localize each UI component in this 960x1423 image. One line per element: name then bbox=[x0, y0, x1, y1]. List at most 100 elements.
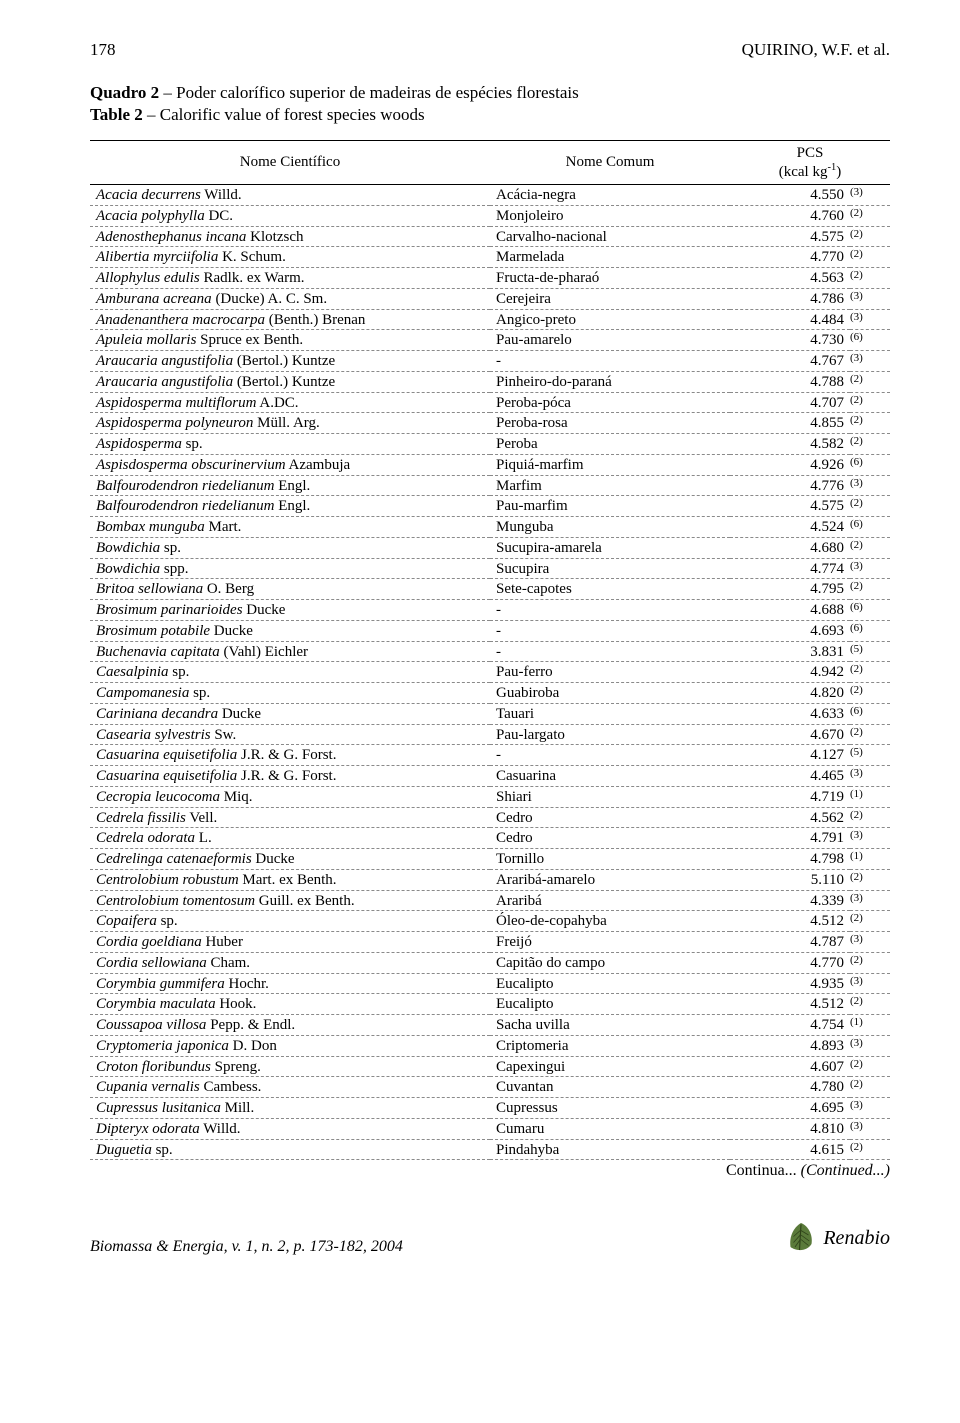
scientific-italic: Casearia sylvestris bbox=[96, 727, 211, 743]
cell-ref: (3) bbox=[850, 766, 890, 787]
cell-pcs: 4.339 bbox=[730, 890, 850, 911]
cell-pcs: 4.780 bbox=[730, 1077, 850, 1098]
cell-scientific: Brosimum potabile Ducke bbox=[90, 620, 490, 641]
scientific-authority: Hochr. bbox=[225, 976, 269, 992]
scientific-italic: Cedrela fissilis bbox=[96, 810, 186, 826]
cell-scientific: Casuarina equisetifolia J.R. & G. Forst. bbox=[90, 745, 490, 766]
page-header: 178 QUIRINO, W.F. et al. bbox=[90, 40, 890, 60]
cell-pcs: 4.582 bbox=[730, 434, 850, 455]
table-row: Centrolobium robustum Mart. ex Benth.Ara… bbox=[90, 869, 890, 890]
scientific-authority: Mart. ex Benth. bbox=[239, 872, 337, 888]
scientific-italic: Casuarina equisetifolia bbox=[96, 768, 237, 784]
cell-pcs: 4.670 bbox=[730, 724, 850, 745]
scientific-italic: Croton floribundus bbox=[96, 1059, 211, 1075]
cell-common: Eucalipto bbox=[490, 994, 730, 1015]
cell-common: Tornillo bbox=[490, 849, 730, 870]
cell-pcs: 4.563 bbox=[730, 268, 850, 289]
pcs-line2-pre: (kcal kg bbox=[779, 164, 828, 180]
page-number: 178 bbox=[90, 40, 116, 60]
table-row: Bombax munguba Mart.Munguba4.524(6) bbox=[90, 517, 890, 538]
cell-pcs: 4.791 bbox=[730, 828, 850, 849]
scientific-italic: Corymbia maculata bbox=[96, 996, 216, 1012]
table-row: Cariniana decandra DuckeTauari4.633(6) bbox=[90, 703, 890, 724]
cell-pcs: 4.770 bbox=[730, 952, 850, 973]
scientific-authority: Ducke bbox=[218, 706, 261, 722]
cell-pcs: 4.786 bbox=[730, 288, 850, 309]
cell-ref: (6) bbox=[850, 600, 890, 621]
cell-common: Sucupira bbox=[490, 558, 730, 579]
cell-scientific: Cordia sellowiana Cham. bbox=[90, 952, 490, 973]
cell-common: Araribá bbox=[490, 890, 730, 911]
cell-common: Cumaru bbox=[490, 1118, 730, 1139]
table-row: Brosimum potabile Ducke-4.693(6) bbox=[90, 620, 890, 641]
cell-pcs: 4.795 bbox=[730, 579, 850, 600]
scientific-italic: Cedrelinga catenaeformis bbox=[96, 851, 252, 867]
table-row: Centrolobium tomentosum Guill. ex Benth.… bbox=[90, 890, 890, 911]
cell-scientific: Caesalpinia sp. bbox=[90, 662, 490, 683]
cell-scientific: Cupressus lusitanica Mill. bbox=[90, 1098, 490, 1119]
scientific-authority: DC. bbox=[205, 208, 233, 224]
cell-ref: (2) bbox=[850, 662, 890, 683]
cell-ref: (6) bbox=[850, 620, 890, 641]
table-row: Cedrela fissilis Vell.Cedro4.562(2) bbox=[90, 807, 890, 828]
cell-scientific: Britoa sellowiana O. Berg bbox=[90, 579, 490, 600]
scientific-italic: Apuleia mollaris bbox=[96, 332, 196, 348]
scientific-authority: D. Don bbox=[229, 1038, 277, 1054]
cell-pcs: 4.512 bbox=[730, 994, 850, 1015]
scientific-italic: Campomanesia bbox=[96, 685, 189, 701]
cell-ref: (3) bbox=[850, 558, 890, 579]
scientific-authority: Vell. bbox=[186, 810, 217, 826]
cell-common: - bbox=[490, 351, 730, 372]
scientific-authority: Mill. bbox=[221, 1100, 254, 1116]
cell-common: Acácia-negra bbox=[490, 185, 730, 206]
cell-pcs: 4.465 bbox=[730, 766, 850, 787]
scientific-italic: Araucaria angustifolia bbox=[96, 353, 233, 369]
cell-ref: (6) bbox=[850, 517, 890, 538]
cell-common: Angico-preto bbox=[490, 309, 730, 330]
scientific-italic: Caesalpinia bbox=[96, 664, 169, 680]
cell-scientific: Cryptomeria japonica D. Don bbox=[90, 1035, 490, 1056]
table-row: Acacia polyphylla DC.Monjoleiro4.760(2) bbox=[90, 205, 890, 226]
table-row: Croton floribundus Spreng.Capexingui4.60… bbox=[90, 1056, 890, 1077]
cell-common: Marfim bbox=[490, 475, 730, 496]
scientific-italic: Aspidosperma bbox=[96, 436, 182, 452]
scientific-authority: Miq. bbox=[220, 789, 253, 805]
cell-pcs: 4.693 bbox=[730, 620, 850, 641]
cell-ref: (3) bbox=[850, 351, 890, 372]
table-row: Cordia goeldiana HuberFreijó4.787(3) bbox=[90, 932, 890, 953]
cell-common: Sucupira-amarela bbox=[490, 537, 730, 558]
pcs-line1: PCS bbox=[797, 145, 824, 161]
table-row: Allophylus edulis Radlk. ex Warm.Fructa-… bbox=[90, 268, 890, 289]
cell-scientific: Cordia goeldiana Huber bbox=[90, 932, 490, 953]
scientific-italic: Duguetia bbox=[96, 1142, 152, 1158]
cell-common: Óleo-de-copahyba bbox=[490, 911, 730, 932]
cell-common: Peroba-póca bbox=[490, 392, 730, 413]
cell-common: - bbox=[490, 620, 730, 641]
cell-ref: (2) bbox=[850, 911, 890, 932]
table-row: Bowdichia sp.Sucupira-amarela4.680(2) bbox=[90, 537, 890, 558]
cell-common: Criptomeria bbox=[490, 1035, 730, 1056]
table-header-row: Nome Científico Nome Comum PCS (kcal kg-… bbox=[90, 141, 890, 185]
cell-pcs: 4.798 bbox=[730, 849, 850, 870]
table-row: Araucaria angustifolia (Bertol.) KuntzeP… bbox=[90, 371, 890, 392]
scientific-authority: L. bbox=[195, 830, 212, 846]
cell-pcs: 4.550 bbox=[730, 185, 850, 206]
scientific-italic: Araucaria angustifolia bbox=[96, 374, 233, 390]
scientific-italic: Bombax munguba bbox=[96, 519, 205, 535]
cell-pcs: 4.633 bbox=[730, 703, 850, 724]
scientific-italic: Brosimum parinarioides bbox=[96, 602, 243, 618]
cell-ref: (3) bbox=[850, 1118, 890, 1139]
cell-common: Sete-capotes bbox=[490, 579, 730, 600]
cell-scientific: Aspidosperma sp. bbox=[90, 434, 490, 455]
cell-common: Freijó bbox=[490, 932, 730, 953]
scientific-italic: Corymbia gummifera bbox=[96, 976, 225, 992]
table-row: Brosimum parinarioides Ducke-4.688(6) bbox=[90, 600, 890, 621]
cell-ref: (3) bbox=[850, 309, 890, 330]
scientific-authority: Ducke bbox=[243, 602, 286, 618]
table-row: Casuarina equisetifolia J.R. & G. Forst.… bbox=[90, 766, 890, 787]
table-row: Copaifera sp.Óleo-de-copahyba4.512(2) bbox=[90, 911, 890, 932]
scientific-authority: Pepp. & Endl. bbox=[206, 1017, 295, 1033]
cell-common: Fructa-de-pharaó bbox=[490, 268, 730, 289]
scientific-italic: Cupania vernalis bbox=[96, 1079, 200, 1095]
cell-common: Peroba bbox=[490, 434, 730, 455]
